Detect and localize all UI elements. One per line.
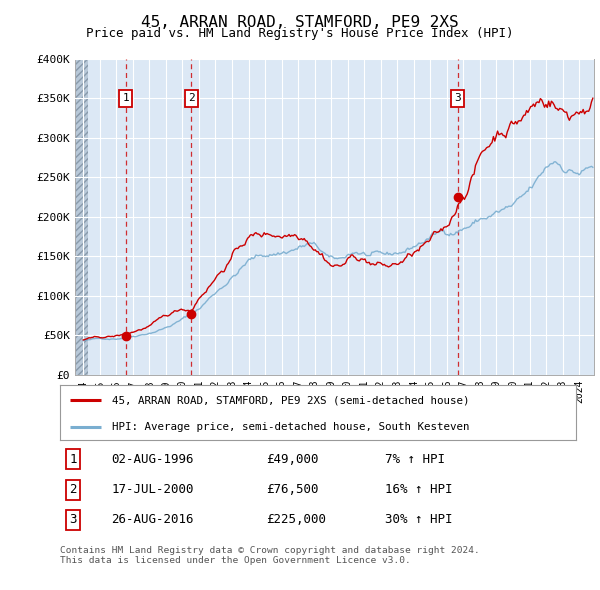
Text: 26-AUG-2016: 26-AUG-2016: [112, 513, 194, 526]
Text: 7% ↑ HPI: 7% ↑ HPI: [385, 453, 445, 466]
Text: Contains HM Land Registry data © Crown copyright and database right 2024.
This d: Contains HM Land Registry data © Crown c…: [60, 546, 480, 565]
Text: 1: 1: [122, 93, 130, 103]
Text: 3: 3: [69, 513, 77, 526]
Text: 02-AUG-1996: 02-AUG-1996: [112, 453, 194, 466]
Bar: [75, 59, 88, 375]
Text: 45, ARRAN ROAD, STAMFORD, PE9 2XS: 45, ARRAN ROAD, STAMFORD, PE9 2XS: [141, 15, 459, 30]
Text: HPI: Average price, semi-detached house, South Kesteven: HPI: Average price, semi-detached house,…: [112, 421, 469, 431]
Text: 45, ARRAN ROAD, STAMFORD, PE9 2XS (semi-detached house): 45, ARRAN ROAD, STAMFORD, PE9 2XS (semi-…: [112, 395, 469, 405]
Text: Price paid vs. HM Land Registry's House Price Index (HPI): Price paid vs. HM Land Registry's House …: [86, 27, 514, 40]
Text: 3: 3: [454, 93, 461, 103]
Text: £76,500: £76,500: [266, 483, 319, 496]
Text: 16% ↑ HPI: 16% ↑ HPI: [385, 483, 452, 496]
Text: 17-JUL-2000: 17-JUL-2000: [112, 483, 194, 496]
Text: £49,000: £49,000: [266, 453, 319, 466]
Text: £225,000: £225,000: [266, 513, 326, 526]
Text: 2: 2: [69, 483, 77, 496]
Text: 30% ↑ HPI: 30% ↑ HPI: [385, 513, 452, 526]
Text: 2: 2: [188, 93, 195, 103]
Text: 1: 1: [69, 453, 77, 466]
